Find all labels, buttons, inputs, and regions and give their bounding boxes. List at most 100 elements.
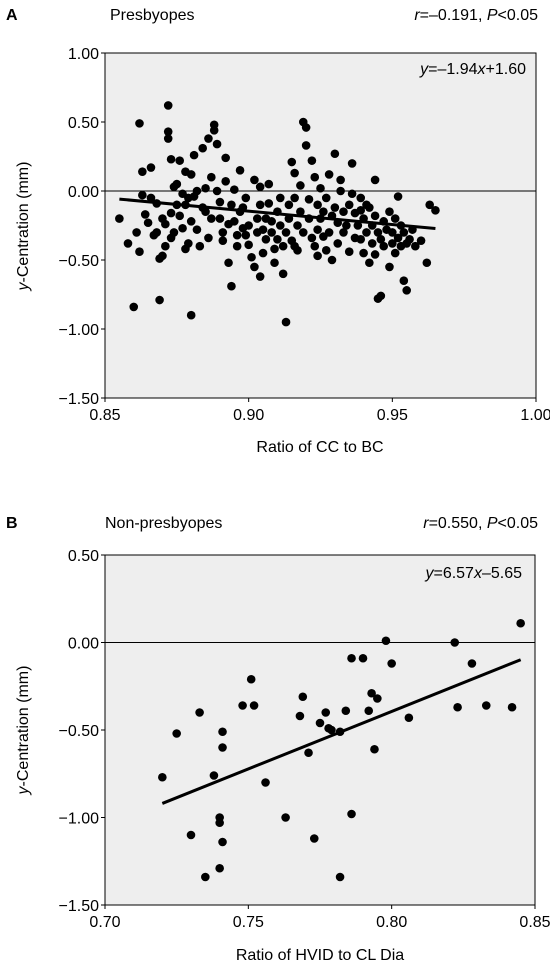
panel-a-y-ticks: 1.00 0.50 0.00 −0.50 −1.00 −1.50 [59, 46, 105, 408]
panel-a-point [275, 193, 285, 203]
panel-b-point [358, 653, 368, 663]
panel-a-point [169, 228, 179, 237]
panel-b-point [218, 727, 227, 737]
panel-a-point [390, 214, 400, 223]
panel-a-point [402, 286, 412, 295]
panel-a-ylabel-italic: y [15, 281, 32, 291]
panel-a-point [201, 207, 210, 216]
panel-a-eq-mid: =–1.94 [428, 61, 477, 78]
panel-b-point [315, 718, 325, 728]
panel-b-title: Non-presbyopes [105, 515, 222, 532]
panel-a-title: Presbyopes [110, 7, 195, 24]
panel-a-point [232, 241, 242, 251]
panel-a-point [356, 206, 366, 215]
panel-a-point [161, 241, 170, 251]
panel-a-point [209, 120, 219, 130]
panel-b-point [295, 711, 305, 721]
panel-b-y-ticks: 0.50 0.00 −0.50 −1.00 −1.50 [59, 548, 105, 915]
panel-a-point [270, 244, 279, 254]
panel-a-point [316, 183, 325, 193]
panel-a-point [146, 193, 156, 203]
panel-a-point [342, 221, 351, 230]
panel-a-ylabel-rest: -Centration (mm) [15, 162, 32, 283]
panel-a-point [405, 235, 414, 244]
panel-a-point [230, 217, 239, 226]
panel-a-letter: A [6, 7, 18, 24]
panel-b-y-tick-label: −1.00 [59, 811, 100, 828]
panel-a-point [330, 203, 340, 212]
panel-a-point [388, 228, 397, 237]
panel-a-point [247, 252, 256, 262]
panel-b-x-tick-label: 0.85 [519, 914, 550, 931]
panel-b-point [172, 729, 181, 738]
panel-a-point [129, 302, 139, 312]
panel-a-point [155, 295, 164, 305]
panel-a-point [186, 170, 196, 179]
panel-a-point [227, 200, 236, 210]
panel-a-point [347, 189, 357, 199]
panel-a-point [373, 228, 383, 237]
panel-b-point [467, 659, 477, 668]
panel-b-ylabel-italic: y [15, 785, 32, 795]
panel-b-point [450, 638, 460, 647]
panel-a-point [163, 127, 173, 136]
panel-b-point [387, 659, 396, 668]
panel-a-point [218, 228, 228, 237]
panel-a-point [201, 183, 210, 193]
panel-b-point [364, 706, 374, 716]
panel-b-point [209, 771, 219, 780]
panel-a-point [278, 241, 288, 251]
panel-a-point [207, 214, 216, 223]
panel-a-y-tick-label: −1.50 [59, 391, 100, 408]
panel-a-point [192, 225, 202, 234]
panel-a-point [431, 206, 440, 215]
panel-b-eq-x: x [473, 565, 483, 582]
panel-a-x-ticks: 0.85 0.90 0.95 1.00 [89, 398, 550, 424]
panel-a-point [298, 228, 308, 237]
panel-a-eq-x: x [477, 61, 487, 78]
panel-a-point [333, 239, 343, 248]
panel-a-point [143, 218, 153, 228]
panel-a-point [192, 186, 202, 196]
panel-b-plot-area [104, 554, 536, 906]
panel-a-point [296, 207, 305, 216]
panel-a-point [422, 258, 432, 268]
panel-b-point [516, 618, 525, 628]
panel-a-point [204, 134, 213, 143]
panel-a-point [275, 221, 285, 230]
panel-a-point [388, 239, 397, 248]
panel-a-point [370, 175, 380, 185]
panel-b-point [481, 701, 491, 710]
panel-b-point [321, 708, 331, 717]
panel-a-point [235, 166, 245, 175]
panel-a-point [336, 186, 345, 196]
panel-a-point [178, 223, 187, 233]
panel-a-point [158, 251, 167, 261]
panel-b-point [381, 636, 391, 646]
panel-a-point [186, 310, 196, 320]
panel-b-point [195, 708, 204, 717]
panel-a-point [278, 269, 288, 279]
panel-a-point [258, 225, 268, 234]
panel-a-point [319, 207, 328, 216]
panel-a-point [255, 200, 265, 210]
panel-a-point [221, 153, 230, 163]
panel-a-point [250, 175, 259, 185]
panel-a-point [365, 203, 374, 212]
panel-b-y-tick-label: 0.50 [68, 548, 99, 565]
panel-b-point [507, 702, 517, 712]
panel-a-eq-y: y [419, 61, 429, 78]
panel-a-point [330, 149, 340, 159]
panel-a-point [356, 235, 366, 244]
panel-a-point [264, 179, 274, 189]
panel-b-r-symbol: r [423, 515, 429, 532]
panel-b-point [215, 818, 224, 828]
panel-a-y-tick-label: 0.00 [68, 184, 99, 201]
panel-a-point [307, 233, 317, 243]
panel-a-point [212, 186, 222, 196]
panel-a-point [376, 291, 386, 301]
panel-a-point [241, 230, 251, 240]
panel-b-y-axis-label: y-Centration (mm) [15, 666, 32, 796]
panel-a-point [264, 199, 274, 208]
